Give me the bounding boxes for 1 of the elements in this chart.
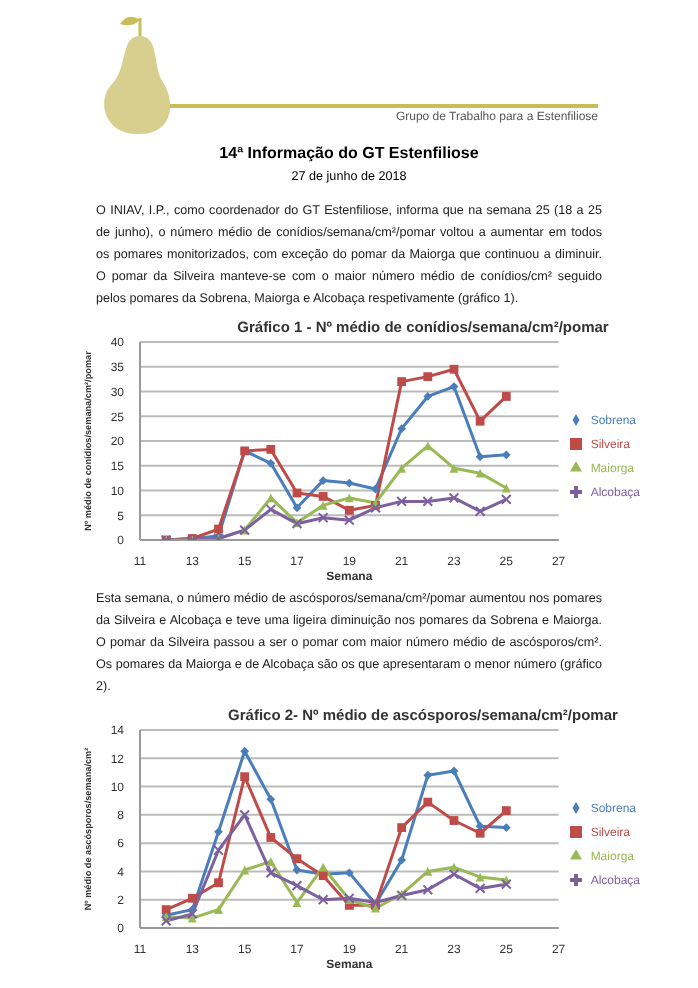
text: 14ª Informação do GT Estenfiliose: [217, 144, 481, 162]
